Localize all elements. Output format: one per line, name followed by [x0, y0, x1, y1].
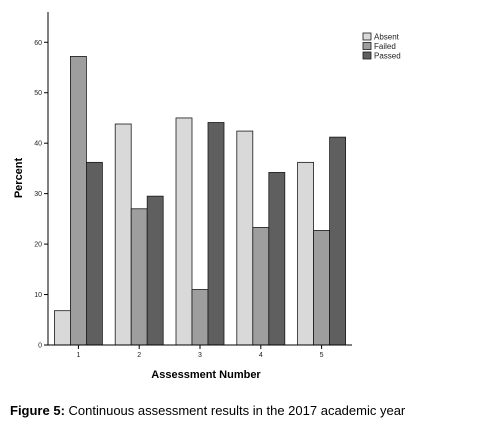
legend-swatch-absent: [362, 32, 372, 41]
bar-absent-2: [114, 123, 132, 346]
x-axis-title: Assessment Number: [151, 369, 261, 380]
legend-label-absent: Absent: [374, 33, 400, 42]
x-tick-label: 2: [137, 352, 141, 359]
bar-passed-3: [207, 122, 225, 346]
y-tick-label: 10: [34, 292, 42, 299]
y-tick-label: 60: [34, 40, 42, 47]
bar-passed-1: [86, 161, 103, 346]
y-axis-title: Percent: [13, 157, 25, 198]
bar-absent-3: [175, 117, 193, 346]
y-tick-label: 0: [38, 343, 42, 350]
bars: [54, 56, 347, 346]
bar-failed-5: [313, 230, 331, 346]
caption-label: Figure 5:: [10, 403, 65, 418]
legend-label-failed: Failed: [374, 42, 396, 51]
x-tick-label: 5: [320, 352, 324, 359]
x-axis-ticks: 1 2 3 4 5: [76, 345, 324, 359]
x-tick-label: 1: [76, 352, 80, 359]
x-tick-label: 3: [198, 352, 202, 359]
bar-passed-5: [329, 136, 347, 346]
bar-failed-4: [252, 227, 270, 346]
figure-caption: Figure 5: Continuous assessment results …: [10, 403, 480, 418]
bar-absent-1: [54, 310, 71, 346]
bar-passed-4: [268, 172, 286, 346]
y-tick-label: 40: [34, 141, 42, 148]
caption-text: Continuous assessment results in the 201…: [64, 403, 406, 418]
y-tick-label: 50: [34, 90, 42, 97]
y-axis-ticks: 0 10 20 30 40 50 60: [34, 40, 48, 350]
bar-failed-3: [191, 289, 209, 346]
y-tick-label: 30: [34, 191, 42, 198]
bar-failed-2: [130, 208, 148, 346]
bar-chart: 0 10 20 30 40 50 60 1 2 3 4 5 Percent Assessment N…: [13, 12, 401, 380]
bar-failed-1: [70, 56, 87, 346]
bar-absent-4: [236, 130, 254, 346]
legend-label-passed: Passed: [374, 52, 401, 61]
bar-passed-2: [146, 195, 164, 346]
bar-absent-5: [297, 161, 315, 346]
x-tick-label: 4: [259, 352, 263, 359]
legend-swatch-passed: [362, 51, 372, 60]
legend-swatch-failed: [362, 42, 372, 50]
y-tick-label: 20: [34, 242, 42, 249]
